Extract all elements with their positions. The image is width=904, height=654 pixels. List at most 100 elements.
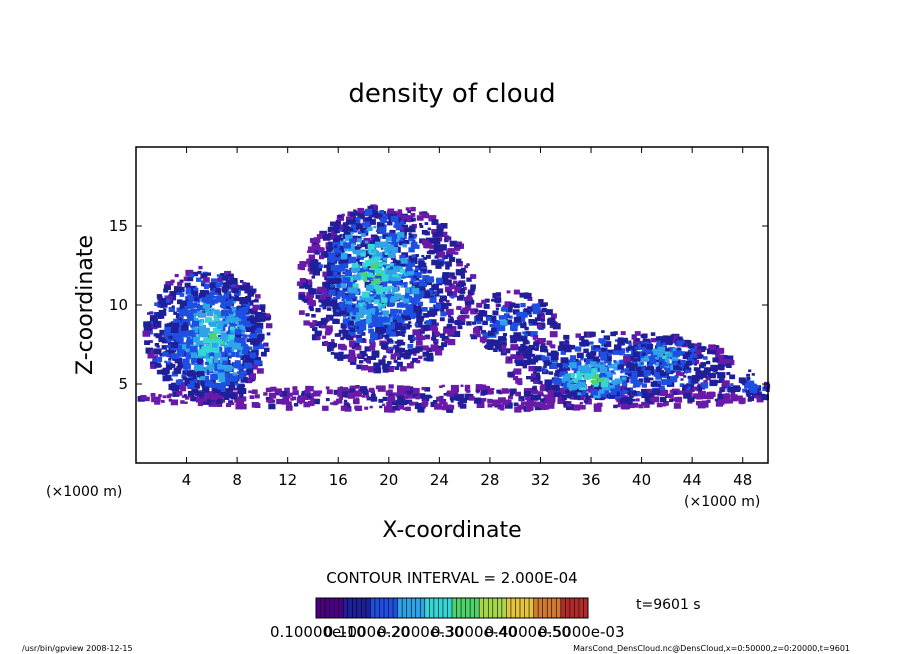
- density-cell: [405, 265, 413, 272]
- density-cell: [167, 301, 171, 305]
- density-cell: [474, 397, 482, 404]
- density-cell: [685, 360, 692, 366]
- density-cell: [566, 402, 572, 407]
- colorbar-cell: [510, 598, 516, 618]
- density-cell: [236, 383, 245, 390]
- density-cell: [385, 236, 392, 242]
- density-cell: [199, 290, 205, 294]
- density-cell: [529, 314, 533, 317]
- density-cell: [534, 317, 539, 320]
- density-cell: [431, 219, 439, 225]
- density-cell: [361, 249, 366, 253]
- density-cell: [253, 356, 259, 361]
- density-cell: [339, 304, 344, 308]
- density-cell: [209, 333, 217, 340]
- density-cell: [346, 305, 352, 310]
- density-cell: [240, 396, 247, 402]
- density-cell: [684, 365, 690, 370]
- density-cell: [353, 209, 357, 212]
- density-cell: [251, 391, 255, 394]
- y-axis-label: Z-coordinate: [73, 235, 98, 375]
- density-cell: [593, 345, 601, 351]
- density-cell: [212, 343, 218, 348]
- density-cell: [390, 215, 399, 223]
- density-cell: [353, 274, 361, 281]
- density-cell: [495, 292, 501, 297]
- density-cell: [238, 388, 247, 394]
- density-cell: [332, 238, 338, 243]
- density-cell: [218, 361, 223, 366]
- density-cell: [384, 251, 389, 255]
- colorbar-cell: [415, 598, 421, 618]
- density-cell: [658, 385, 665, 391]
- density-cell: [292, 386, 298, 391]
- density-cell: [476, 390, 480, 394]
- density-cell: [348, 256, 356, 263]
- density-cell: [356, 277, 361, 281]
- density-cell: [365, 394, 370, 398]
- colorbar-cell: [547, 598, 552, 618]
- colorbar-cell: [447, 598, 452, 618]
- density-cell: [378, 304, 384, 309]
- density-cell: [544, 400, 549, 404]
- density-cell: [416, 334, 423, 341]
- density-cell: [610, 390, 617, 396]
- density-cell: [641, 352, 646, 356]
- density-cell: [355, 217, 360, 221]
- density-cell: [206, 298, 213, 304]
- density-cell: [400, 258, 408, 264]
- density-cell: [466, 277, 472, 282]
- density-cell: [221, 372, 230, 379]
- density-cell: [628, 345, 633, 349]
- density-cell: [380, 217, 387, 223]
- density-cell: [186, 370, 195, 377]
- density-cell: [417, 310, 422, 314]
- density-cell: [416, 316, 423, 321]
- density-cell: [374, 267, 382, 274]
- density-cell: [500, 320, 508, 326]
- density-cell: [541, 319, 545, 322]
- density-cell: [475, 333, 481, 338]
- density-cell: [326, 246, 333, 252]
- density-cell: [305, 284, 311, 290]
- density-cell: [387, 285, 393, 290]
- density-cell: [709, 379, 718, 387]
- density-cell: [637, 371, 645, 377]
- density-cell: [229, 322, 236, 328]
- density-cell: [434, 249, 440, 254]
- density-cell: [314, 330, 322, 337]
- density-cell: [422, 283, 428, 288]
- density-cell: [157, 320, 162, 324]
- density-cell: [437, 261, 444, 267]
- density-cell: [217, 363, 225, 370]
- density-cell: [436, 288, 444, 294]
- density-cell: [570, 391, 577, 396]
- density-cell: [736, 395, 743, 401]
- density-cell: [201, 383, 207, 388]
- density-cell: [155, 333, 162, 339]
- density-cell: [555, 370, 561, 375]
- density-cell: [220, 332, 227, 337]
- density-cell: [684, 339, 688, 343]
- density-cell: [662, 355, 667, 359]
- density-cell: [377, 262, 383, 267]
- density-cell: [627, 358, 635, 365]
- density-cell: [156, 323, 162, 328]
- density-cell: [456, 258, 462, 263]
- density-cell: [446, 407, 454, 413]
- chart-title: density of cloud: [348, 79, 555, 109]
- density-cell: [492, 323, 501, 330]
- colorbar-cell: [483, 598, 489, 618]
- density-cell: [371, 317, 380, 324]
- density-cell: [472, 321, 477, 325]
- density-cell: [199, 292, 206, 299]
- density-cell: [211, 278, 218, 284]
- density-cell: [309, 307, 314, 312]
- density-cell: [393, 224, 398, 228]
- density-cell: [374, 256, 381, 262]
- density-cell: [360, 332, 366, 336]
- density-cell: [509, 404, 513, 407]
- density-cell: [696, 394, 703, 400]
- density-cell: [560, 371, 564, 375]
- density-cell: [645, 394, 653, 401]
